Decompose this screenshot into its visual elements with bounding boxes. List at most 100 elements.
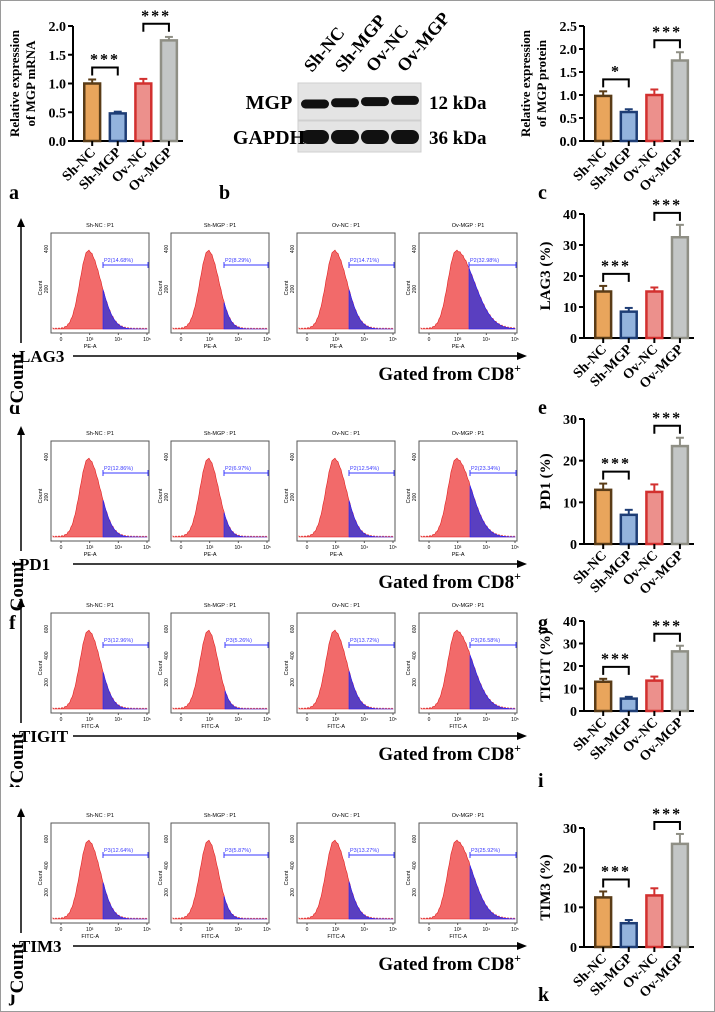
x-tick-label: 0 [428, 545, 431, 551]
x-axis-label: FITC-A [327, 724, 345, 730]
x-tick-label: 0 [306, 717, 309, 723]
flow-histogram-sh-nc: Sh-NC : P1 P3(12.64%) 0 10³ 10⁴ 10⁵ FITC-A 200 4… [38, 813, 151, 940]
flow-histogram-sh-mgp: Sh-MGP : P1 P2(6.97%) 0 10³ 10⁴ 10⁵ PE-A 200 400… [158, 431, 271, 558]
gated-region [469, 865, 516, 920]
histogram-curve [298, 249, 394, 330]
x-axis-label: FITC-A [327, 934, 345, 940]
gated-region [223, 302, 267, 330]
histogram-title: Sh-MGP : P1 [204, 223, 236, 229]
y-tick-label: 1.5 [49, 49, 67, 64]
histogram-curve [420, 839, 516, 920]
bar-sh-mgp [619, 921, 638, 949]
x-tick-label: 10³ [86, 927, 94, 933]
flow-histogram-ov-mgp: Ov-MGP : P1 P2(23.34%) 0 10³ 10⁴ 10⁵ PE-A 200 40… [406, 431, 519, 558]
x-tick-label: 10⁵ [143, 337, 151, 343]
y-tick-label: 0 [570, 705, 577, 720]
gated-label: Gated from CD8+ [378, 569, 521, 593]
y-tick-label: 200 [164, 285, 170, 294]
histogram-curve [52, 249, 148, 330]
gated-region [348, 289, 394, 330]
y-tick-label: 200 [412, 493, 418, 502]
y-tick-label: 400 [164, 651, 170, 660]
x-axis-label: FITC-A [81, 934, 99, 940]
histogram-title: Sh-NC : P1 [86, 431, 114, 437]
arrow-head-icon [517, 942, 527, 950]
x-tick-label: 10⁵ [511, 717, 519, 723]
y-tick-label: 400 [290, 245, 296, 254]
y-tick-label: 600 [164, 625, 170, 634]
gated-text: Gated from CD8 [378, 744, 514, 765]
bar-ov-mgp [670, 236, 690, 340]
y-tick-label: 200 [290, 493, 296, 502]
gated-region [102, 289, 148, 330]
gate-label: P3(12.64%) [104, 848, 133, 854]
y-tick-label: 0.0 [560, 135, 578, 150]
y-axis-label: TIM3 (%) [538, 854, 554, 920]
x-tick-label: 10³ [206, 337, 214, 343]
gate-label: P2(8.29%) [225, 258, 251, 264]
band-mgp-sh-nc [301, 99, 329, 109]
x-tick-label: 10⁴ [482, 717, 490, 723]
flow-histogram-sh-mgp: Sh-MGP : P1 P2(8.29%) 0 10³ 10⁴ 10⁵ PE-A 200 400… [158, 223, 271, 350]
count-label: Count [7, 732, 28, 783]
gated-region [102, 671, 148, 710]
significance-bracket [602, 78, 630, 88]
y-axis-label: Count [284, 280, 290, 295]
gated-region [224, 690, 267, 710]
y-tick-label: 200 [44, 678, 50, 687]
y-tick-label: 20 [563, 270, 577, 285]
x-axis-label: PE-A [84, 344, 97, 350]
histogram-title: Ov-MGP : P1 [452, 431, 485, 437]
flow-histogram-sh-mgp: Sh-MGP : P1 P3(5.87%) 0 10³ 10⁴ 10⁵ FITC-A 200 4… [158, 813, 271, 940]
bar-ov-mgp [670, 650, 690, 713]
x-tick-label: 10⁵ [511, 927, 519, 933]
x-tick-label: 10⁴ [482, 337, 490, 343]
panel-label-g: g [538, 612, 548, 634]
gated-region [223, 512, 267, 538]
histogram-curve [420, 629, 516, 710]
bar-sh-nc [594, 94, 613, 143]
x-axis-label: FITC-A [201, 934, 219, 940]
y-axis-label: of MGP protein [534, 39, 549, 127]
y-tick-label: 0 [570, 941, 577, 956]
histogram-title: Ov-NC : P1 [332, 431, 360, 437]
y-tick-label: 0 [570, 332, 577, 347]
significance-label: *** [141, 8, 171, 25]
gated-region [348, 881, 394, 920]
flow-histogram-ov-mgp: Ov-MGP : P1 P2(32.98%) 0 10³ 10⁴ 10⁵ PE-A 200 40… [406, 223, 519, 350]
significance-label: * [611, 63, 621, 80]
bar-ov-mgp [159, 39, 179, 143]
significance-label: *** [601, 258, 631, 275]
band-gapdh-sh-mgp [331, 130, 359, 144]
band-gapdh-sh-nc [301, 130, 329, 144]
x-tick-label: 10⁴ [482, 545, 490, 551]
histogram-title: Ov-NC : P1 [332, 813, 360, 819]
bar-sh-nc [594, 488, 613, 546]
histogram-title: Sh-NC : P1 [86, 813, 114, 819]
gate-label: P3(26.58%) [471, 638, 500, 644]
gated-region [223, 896, 267, 920]
x-tick-label: 10³ [206, 717, 214, 723]
significance-bracket [602, 878, 630, 888]
panel-label-b: b [219, 182, 230, 204]
histogram-title: Sh-MGP : P1 [204, 603, 236, 609]
arrow-head-icon [517, 732, 527, 740]
y-axis-label: TIGIT (%) [538, 630, 554, 702]
significance-label: *** [90, 51, 120, 68]
y-tick-label: 400 [290, 861, 296, 870]
significance-bracket [653, 211, 681, 221]
y-axis-label: Count [38, 870, 44, 885]
histogram-curve [52, 457, 148, 538]
x-tick-label: 10⁴ [360, 337, 368, 343]
histogram-title: Ov-MGP : P1 [452, 813, 485, 819]
x-tick-label: 0 [306, 337, 309, 343]
y-tick-label: 200 [44, 285, 50, 294]
y-tick-label: 0.5 [49, 106, 67, 121]
y-tick-label: 10 [563, 901, 577, 916]
y-tick-label: 600 [290, 835, 296, 844]
bar-sh-nc [594, 896, 613, 949]
bar-sh-mgp [108, 112, 127, 143]
y-tick-label: 400 [412, 651, 418, 660]
